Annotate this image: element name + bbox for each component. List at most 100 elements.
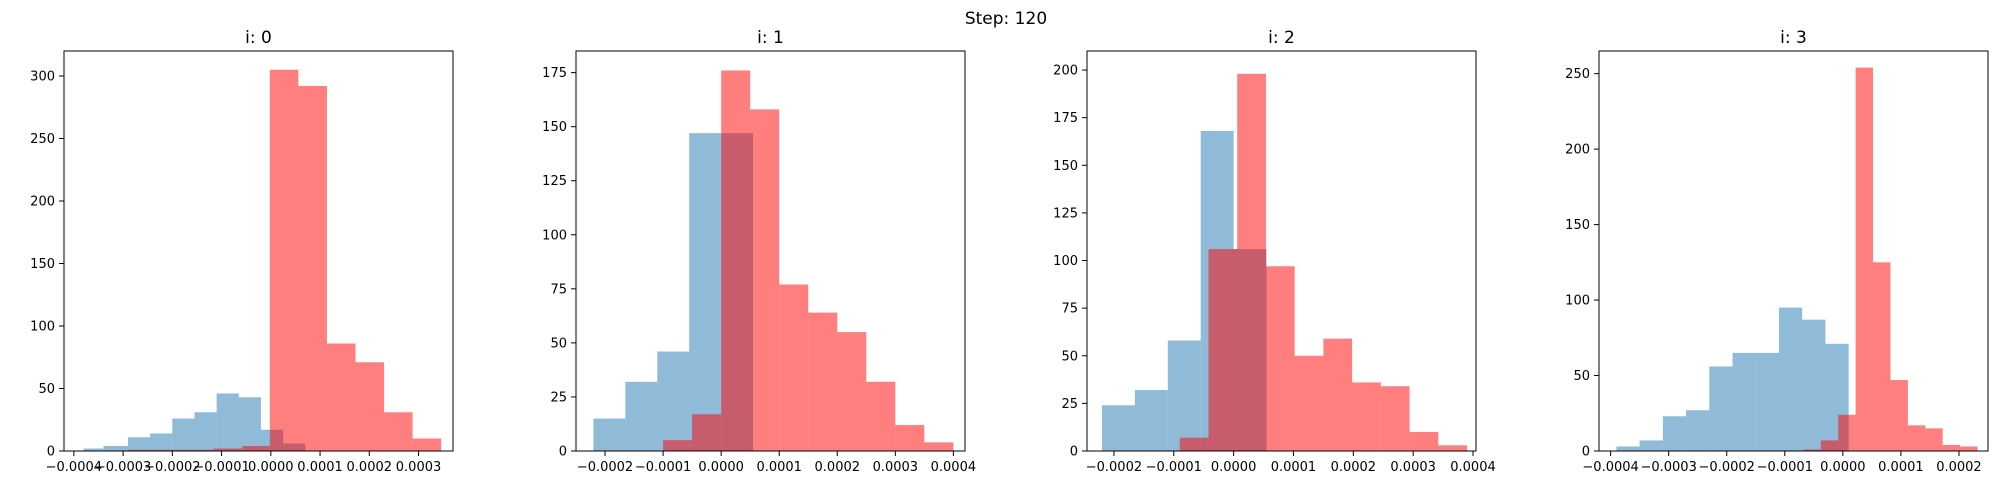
histogram-bar (750, 109, 780, 451)
y-tick-label: 175 (542, 66, 567, 81)
y-tick-label: 100 (1053, 254, 1078, 269)
histogram-bar (150, 433, 173, 451)
x-tick-label: 0.0003 (1390, 460, 1436, 475)
histogram-bar (1803, 449, 1821, 451)
x-tick-label: 0.0000 (698, 460, 744, 475)
x-tick-label: −0.0001 (193, 460, 249, 475)
x-tick-label: −0.0002 (577, 460, 633, 475)
histogram-bar (808, 312, 838, 451)
histogram-bar (1323, 338, 1353, 451)
x-tick-label: 0.0004 (931, 460, 977, 475)
y-tick-label: 75 (1061, 302, 1078, 317)
histogram-bar (412, 438, 442, 451)
x-tick-label: 0.0002 (815, 460, 861, 475)
y-tick-label: 300 (30, 70, 55, 85)
x-tick-label: −0.0002 (1699, 460, 1755, 475)
histogram-bar (663, 440, 693, 451)
histogram-bar (194, 412, 217, 451)
histogram-bar (1167, 340, 1201, 451)
y-tick-label: 25 (550, 390, 567, 405)
histogram-bar (384, 412, 413, 451)
y-tick-label: 200 (1565, 143, 1590, 158)
histogram-bar (1873, 262, 1891, 451)
histogram-bar (128, 449, 158, 451)
histogram-bar (269, 69, 299, 451)
histogram-bar (1662, 416, 1687, 451)
histogram-bar (185, 449, 214, 451)
histogram-bar (216, 393, 239, 451)
x-tick-label: −0.0003 (95, 460, 151, 475)
series-1 (128, 69, 442, 451)
y-tick-label: 0 (1582, 445, 1590, 460)
axes-frame (575, 50, 966, 452)
histogram-bar (1732, 352, 1756, 451)
y-tick-label: 50 (1061, 349, 1078, 364)
histogram-bar (1179, 437, 1209, 451)
panel-2: i: 2 −0.0002 −0.0001 0.0000 0.0001 0.0002 0.00… (1053, 28, 1496, 475)
panel-title: i: 0 (245, 28, 272, 48)
histogram-bar (895, 425, 925, 451)
panel-1: i: 1 −0.0002 −0.0001 0.0000 0.0001 0.0002 0.00… (542, 28, 976, 475)
histogram-bar (1438, 445, 1468, 451)
histogram-bar (1855, 67, 1874, 452)
histogram-bar (238, 397, 261, 451)
y-tick-label: 0 (1070, 445, 1078, 460)
histogram-bar (692, 414, 722, 451)
histogram-bar (1208, 249, 1238, 451)
x-tick-label: 0.0001 (1271, 460, 1317, 475)
axes-frame (63, 50, 454, 452)
x-tick-label: 0.0000 (1820, 460, 1866, 475)
y-tick-label: 0 (559, 445, 567, 460)
x-tick-label: −0.0002 (1086, 460, 1142, 475)
x-tick-label: 0.0004 (1450, 460, 1496, 475)
panel-title: i: 1 (757, 28, 784, 48)
x-tick-label: 0.0003 (873, 460, 919, 475)
y-tick-label: 50 (38, 382, 55, 397)
x-tick-label: 0.0001 (297, 460, 343, 475)
y-tick-label: 50 (550, 336, 567, 351)
histogram-bar (1802, 319, 1826, 451)
x-tick-label: −0.0004 (46, 460, 102, 475)
histogram-bar (837, 332, 867, 451)
histogram-bar (866, 381, 896, 451)
histogram-bar (1380, 386, 1410, 451)
x-tick-label: 0.0002 (1331, 460, 1377, 475)
histogram-bar (326, 343, 356, 451)
x-tick-label: 0.0001 (756, 460, 802, 475)
histogram-bar (721, 70, 751, 451)
y-tick-label: 125 (542, 174, 567, 189)
x-tick-label: 0.0000 (1211, 460, 1257, 475)
x-tick-label: −0.0004 (1582, 460, 1638, 475)
histogram-bar (1616, 446, 1640, 451)
histogram-bar (1960, 446, 1978, 451)
histogram-bar (1925, 428, 1943, 451)
y-tick-label: 250 (1565, 67, 1590, 82)
series-1 (1179, 73, 1468, 451)
x-tick-label: 0.0003 (396, 460, 442, 475)
y-tick-label: 100 (1565, 294, 1590, 309)
histogram-bar (103, 446, 129, 451)
histogram-bar (1838, 414, 1856, 451)
y-tick-label: 200 (30, 195, 55, 210)
histogram-bar (779, 284, 809, 451)
figure-suptitle: Step: 120 (965, 9, 1047, 29)
series-0 (1616, 307, 1849, 451)
y-tick-label: 50 (1573, 369, 1590, 384)
x-tick-label: −0.0002 (144, 460, 200, 475)
x-tick-label: −0.0001 (1757, 460, 1813, 475)
panel-title: i: 2 (1268, 28, 1295, 48)
panel-title: i: 3 (1780, 28, 1807, 48)
y-tick-label: 100 (542, 228, 567, 243)
histogram-bar (83, 448, 104, 451)
histogram-bar (242, 446, 270, 451)
series-1 (663, 70, 954, 451)
y-tick-label: 150 (542, 120, 567, 135)
histogram-bar (689, 133, 722, 451)
histogram-bar (1294, 355, 1324, 451)
histogram-bar (1409, 431, 1439, 451)
panel-3: i: 3 −0.0004 −0.0003 −0.0002 −0.0001 0.0000 0.… (1565, 28, 1989, 475)
histogram-bar (1907, 425, 1926, 451)
histogram-bar (1820, 440, 1839, 451)
